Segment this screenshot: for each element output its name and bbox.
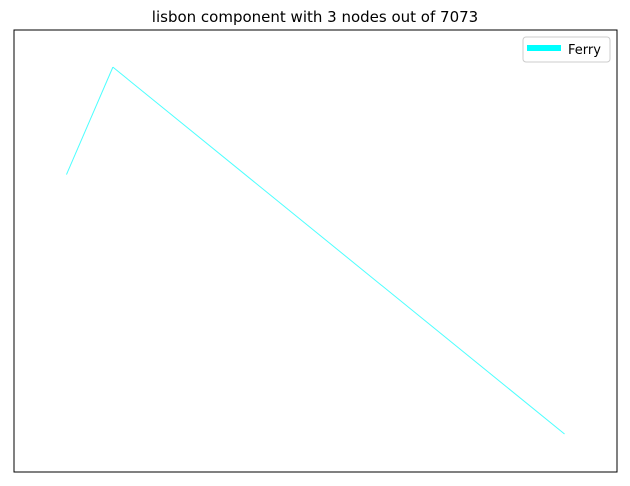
plot-frame	[13, 29, 618, 473]
series-0-segment-1	[112, 66, 565, 435]
legend: Ferry	[522, 36, 611, 63]
chart-title: lisbon component with 3 nodes out of 707…	[152, 8, 478, 26]
series-0-segment-0	[66, 66, 114, 175]
legend-box	[522, 36, 611, 63]
legend-label-ferry: Ferry	[568, 43, 601, 58]
series-layer	[66, 66, 565, 435]
